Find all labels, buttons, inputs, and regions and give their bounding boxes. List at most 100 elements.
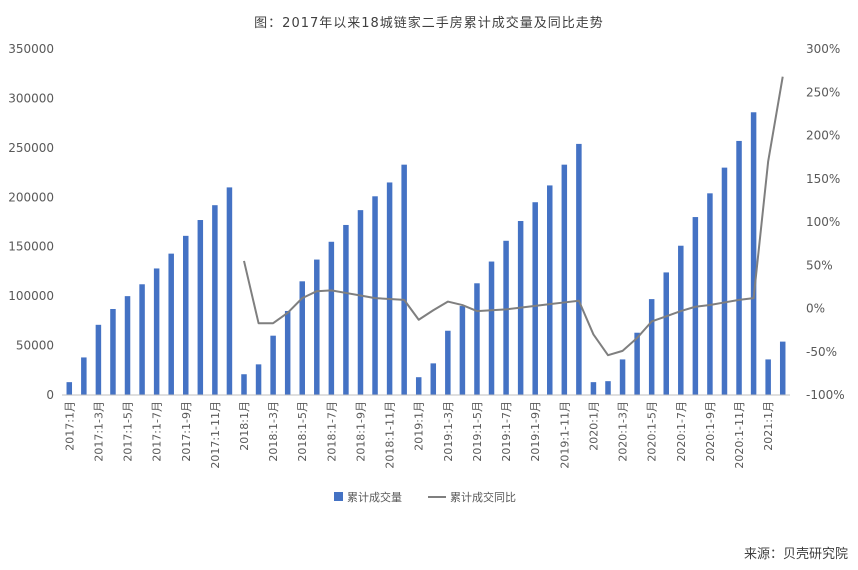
- x-tick-label: 2018:1-7月: [325, 401, 338, 462]
- x-tick-label: 2020:1-11月: [733, 401, 746, 469]
- chart-title: 图：2017年以来18城链家二手房累计成交量及同比走势: [254, 16, 604, 31]
- bar: [561, 164, 568, 395]
- bar: [488, 261, 495, 395]
- bar: [212, 205, 218, 395]
- right-y-tick-label: 50%: [806, 258, 833, 272]
- bar: [197, 220, 204, 395]
- bar: [343, 224, 349, 395]
- bar: [95, 324, 102, 395]
- x-tick-label: 2020:1-7月: [675, 401, 688, 462]
- bar: [241, 374, 247, 395]
- bar: [415, 377, 422, 395]
- bar: [779, 341, 786, 395]
- bar: [270, 335, 276, 395]
- line-series: [243, 76, 784, 357]
- x-tick-label: 2017:1-7月: [151, 401, 164, 462]
- bar: [474, 283, 480, 395]
- left-y-tick-label: 0: [46, 388, 54, 402]
- left-y-axis: 0 50000 100000 150000 200000 250000 300000 3500…: [8, 42, 54, 402]
- x-tick-label: 2018:1-3月: [267, 401, 280, 462]
- bar: [124, 296, 131, 395]
- right-y-tick-label: 100%: [806, 215, 840, 229]
- bar-series: [66, 112, 786, 396]
- bar: [81, 357, 87, 395]
- bar: [736, 140, 742, 395]
- right-y-tick-label: 250%: [806, 85, 840, 99]
- x-tick-label: 2019:1-7月: [500, 401, 513, 462]
- bar: [648, 299, 655, 395]
- left-y-tick-label: 350000: [8, 42, 54, 56]
- left-y-tick-label: 250000: [8, 141, 54, 155]
- bar: [314, 259, 320, 395]
- yoy-line: [243, 76, 784, 357]
- legend-bar-label: 累计成交量: [347, 490, 402, 504]
- right-y-tick-label: 150%: [806, 172, 840, 186]
- x-tick-label: 2017:1-11月: [209, 401, 222, 469]
- right-y-tick-label: 200%: [806, 129, 840, 143]
- bar: [707, 193, 713, 395]
- x-tick-label: 2019:1-3月: [442, 401, 455, 462]
- x-tick-label: 2020:1-3月: [617, 401, 630, 462]
- bar: [590, 382, 597, 395]
- x-tick-label: 2019:1-5月: [471, 401, 484, 462]
- bar: [401, 164, 407, 395]
- left-y-tick-label: 150000: [8, 240, 54, 254]
- x-axis: 2017:1月 2017:1-3月 2017:1-5月 2017:1-7月 2017:1…: [63, 401, 775, 469]
- x-tick-label: 2020:1-9月: [704, 401, 717, 462]
- right-y-tick-label: -50%: [806, 345, 837, 359]
- right-y-tick-label: 0%: [806, 302, 825, 316]
- x-tick-label: 2020:1-5月: [646, 401, 659, 462]
- legend: 累计成交量 累计成交同比: [334, 490, 516, 504]
- x-tick-label: 2021:1月: [762, 401, 775, 451]
- x-tick-label: 2019:1-11月: [558, 401, 571, 469]
- left-y-tick-label: 50000: [16, 339, 54, 353]
- bar: [576, 143, 582, 395]
- bar: [532, 202, 538, 395]
- x-tick-label: 2018:1月: [238, 401, 251, 451]
- bar: [139, 284, 145, 395]
- bar: [226, 187, 233, 395]
- bar: [430, 363, 437, 395]
- bar: [110, 308, 116, 395]
- legend-bar-swatch: [334, 492, 343, 501]
- x-tick-label: 2018:1-9月: [354, 401, 367, 462]
- right-y-tick-label: -100%: [806, 388, 845, 402]
- legend-line-label: 累计成交同比: [450, 490, 516, 504]
- x-tick-label: 2020:1月: [587, 401, 600, 451]
- bar: [66, 382, 73, 395]
- bar: [153, 268, 160, 395]
- x-tick-label: 2019:1月: [413, 401, 426, 451]
- bar: [619, 359, 626, 395]
- x-tick-label: 2018:1-5月: [296, 401, 309, 462]
- bar: [168, 253, 174, 395]
- bar: [605, 381, 611, 395]
- bar: [328, 241, 335, 395]
- bar: [255, 364, 262, 395]
- x-tick-label: 2017:1月: [63, 401, 76, 451]
- source-note: 来源：贝壳研究院: [743, 547, 848, 562]
- bar: [357, 210, 364, 395]
- bar: [372, 196, 378, 395]
- bar: [721, 167, 728, 395]
- x-tick-label: 2017:1-5月: [122, 401, 135, 462]
- bar: [445, 330, 451, 395]
- bar: [547, 185, 553, 395]
- x-tick-label: 2017:1-3月: [92, 401, 105, 462]
- left-y-tick-label: 300000: [8, 91, 54, 105]
- bar: [386, 182, 393, 395]
- bar: [750, 112, 757, 396]
- x-tick-label: 2017:1-9月: [180, 401, 193, 462]
- left-y-tick-label: 200000: [8, 190, 54, 204]
- bar: [634, 332, 640, 395]
- bar: [503, 240, 509, 395]
- bar: [284, 310, 291, 395]
- x-tick-label: 2019:1-9月: [529, 401, 542, 462]
- bar: [459, 306, 466, 395]
- bar: [663, 272, 669, 395]
- bar: [678, 245, 684, 395]
- x-tick-label: 2018:1-11月: [384, 401, 397, 469]
- bar: [299, 281, 305, 395]
- bar: [183, 235, 189, 395]
- right-y-axis: -100% -50% 0% 50% 100% 150% 200% 250% 300%: [806, 42, 845, 402]
